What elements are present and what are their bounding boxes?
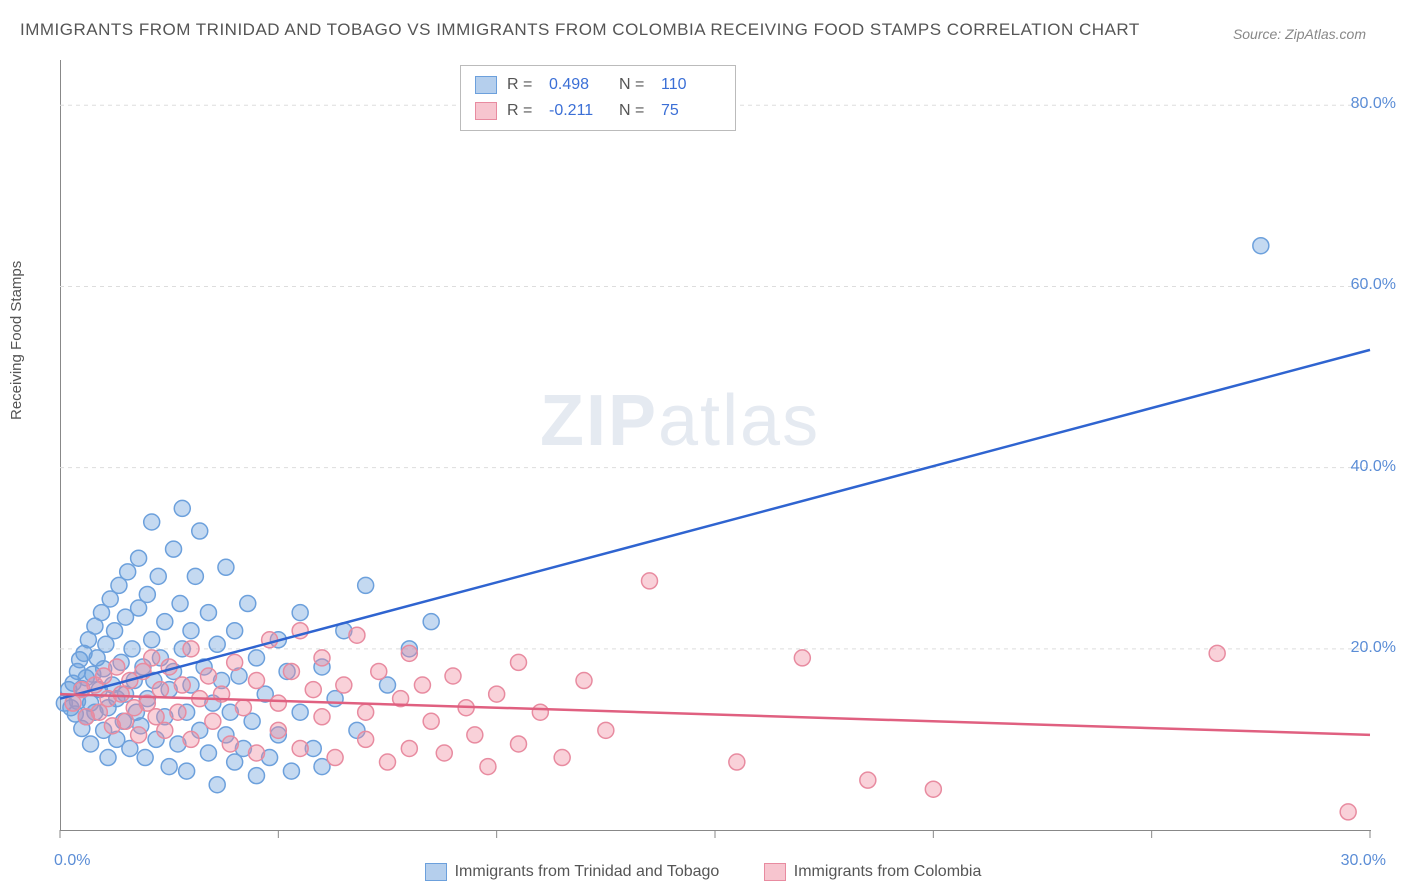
legend-label-trinidad: Immigrants from Trinidad and Tobago — [455, 863, 720, 881]
swatch-pink-icon — [764, 863, 786, 881]
source-prefix: Source: — [1233, 26, 1281, 42]
series-legend: Immigrants from Trinidad and Tobago Immi… — [0, 863, 1406, 886]
swatch-blue-icon — [475, 76, 497, 94]
y-tick-label: 80.0% — [1351, 95, 1396, 113]
r-label: R = — [507, 98, 539, 124]
n-value-colombia: 75 — [661, 98, 721, 124]
legend-row-colombia: R = -0.211 N = 75 — [475, 98, 721, 124]
y-tick-label: 20.0% — [1351, 639, 1396, 657]
legend-item-colombia: Immigrants from Colombia — [764, 863, 982, 881]
swatch-pink-icon — [475, 102, 497, 120]
r-value-trinidad: 0.498 — [549, 72, 609, 98]
r-value-colombia: -0.211 — [549, 98, 609, 124]
legend-row-trinidad: R = 0.498 N = 110 — [475, 72, 721, 98]
legend-item-trinidad: Immigrants from Trinidad and Tobago — [425, 863, 720, 881]
source-attribution: Source: ZipAtlas.com — [1233, 26, 1366, 42]
y-axis-label: Receiving Food Stamps — [8, 261, 25, 420]
chart-title: IMMIGRANTS FROM TRINIDAD AND TOBAGO VS I… — [20, 20, 1140, 40]
n-label: N = — [619, 98, 651, 124]
source-value: ZipAtlas.com — [1285, 26, 1366, 42]
scatter-plot-svg — [60, 60, 1370, 830]
swatch-blue-icon — [425, 863, 447, 881]
correlation-legend-box: R = 0.498 N = 110 R = -0.211 N = 75 — [460, 65, 736, 131]
y-tick-label: 40.0% — [1351, 458, 1396, 476]
y-tick-label: 60.0% — [1351, 276, 1396, 294]
r-label: R = — [507, 72, 539, 98]
n-value-trinidad: 110 — [661, 72, 721, 98]
n-label: N = — [619, 72, 651, 98]
legend-label-colombia: Immigrants from Colombia — [794, 863, 982, 881]
